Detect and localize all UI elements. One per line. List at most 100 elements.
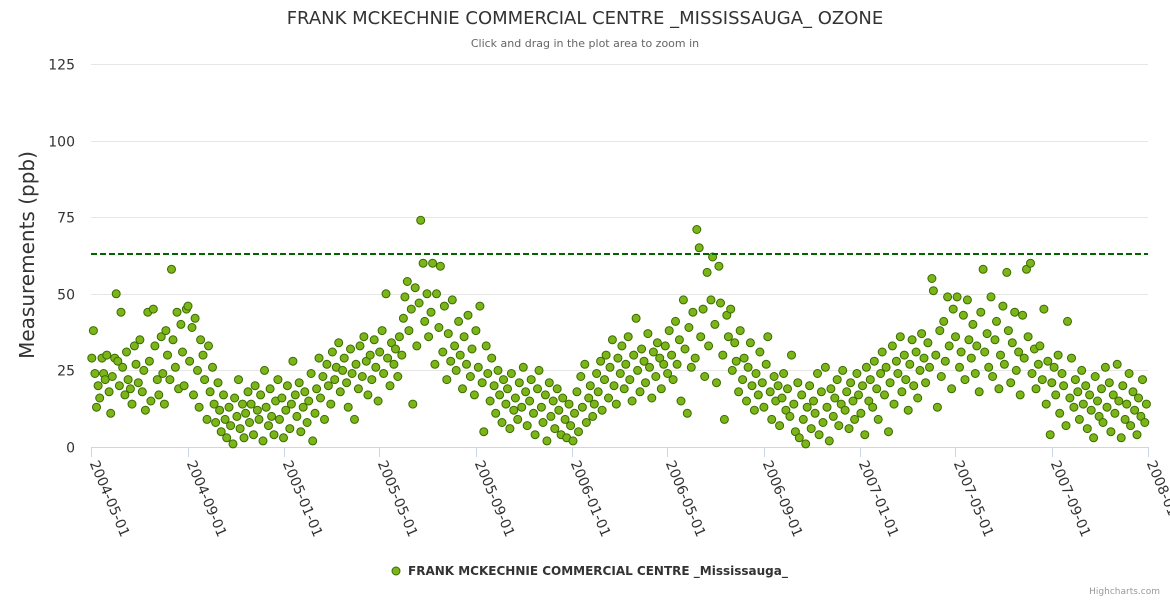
data-point[interactable] [698,304,708,314]
data-point[interactable] [889,399,899,409]
data-point[interactable] [696,332,706,342]
data-point[interactable] [389,359,399,369]
data-point[interactable] [497,418,507,427]
data-point[interactable] [179,381,189,391]
credits-link[interactable]: Highcharts.com [1089,587,1160,597]
data-point[interactable] [663,369,673,378]
data-point[interactable] [682,408,692,418]
data-point[interactable] [536,402,546,412]
data-point[interactable] [684,323,694,332]
data-point[interactable] [574,427,583,437]
data-point[interactable] [1074,414,1084,424]
data-point[interactable] [1073,387,1083,397]
data-point[interactable] [767,414,777,424]
data-point[interactable] [367,375,377,385]
legend-series-label[interactable]: FRANK MCKECHNIE COMMERCIAL CENTRE _Missi… [408,564,788,579]
data-point[interactable] [312,384,322,394]
data-point[interactable] [522,421,532,431]
data-point[interactable] [769,372,779,381]
data-point[interactable] [473,362,483,372]
data-point[interactable] [1057,369,1067,378]
data-point[interactable] [202,414,212,424]
data-point[interactable] [258,436,268,446]
data-point[interactable] [286,399,296,409]
data-point[interactable] [357,372,367,381]
data-point[interactable] [787,350,796,360]
data-point[interactable] [165,375,175,385]
data-point[interactable] [619,384,629,394]
data-point[interactable] [659,359,669,369]
data-point[interactable] [146,396,156,406]
data-point[interactable] [643,329,653,339]
data-point[interactable] [451,365,461,375]
data-point[interactable] [734,387,744,397]
data-point[interactable] [122,347,131,357]
data-point[interactable] [534,365,544,375]
data-point[interactable] [1041,399,1051,409]
data-point[interactable] [485,396,495,406]
data-point[interactable] [564,399,574,409]
data-point[interactable] [442,375,452,385]
data-point[interactable] [443,329,453,339]
data-point[interactable] [761,359,771,369]
data-point[interactable] [738,375,748,385]
data-point[interactable] [895,332,905,342]
data-point[interactable] [159,399,169,409]
data-point[interactable] [394,332,404,342]
data-point[interactable] [462,359,471,369]
data-point[interactable] [499,375,508,385]
data-point[interactable] [135,335,145,345]
data-point[interactable] [548,396,558,406]
data-point[interactable] [1106,427,1116,437]
data-point[interactable] [196,335,206,345]
data-point[interactable] [1102,402,1112,412]
data-point[interactable] [1122,399,1132,409]
data-point[interactable] [877,347,887,357]
data-point[interactable] [798,414,808,424]
data-point[interactable] [607,335,617,345]
data-point[interactable] [355,341,365,351]
data-point[interactable] [525,396,535,406]
data-point[interactable] [858,381,867,391]
data-point[interactable] [686,362,696,372]
data-point[interactable] [1055,408,1065,418]
data-point[interactable] [406,304,416,314]
data-point[interactable] [674,335,684,345]
data-point[interactable] [432,289,441,299]
data-point[interactable] [731,356,741,366]
data-point[interactable] [617,341,627,351]
data-point[interactable] [107,372,117,381]
data-point[interactable] [264,421,273,431]
data-point[interactable] [775,421,785,431]
data-point[interactable] [265,384,275,394]
data-point[interactable] [1098,418,1108,427]
data-point[interactable] [123,375,133,385]
data-point[interactable] [951,332,960,342]
data-point[interactable] [832,375,842,385]
data-point[interactable] [211,418,221,427]
data-point[interactable] [373,396,383,406]
data-point[interactable] [469,390,479,400]
data-point[interactable] [152,375,162,385]
data-point[interactable] [477,378,487,388]
data-point[interactable] [129,341,139,351]
data-point[interactable] [809,396,818,406]
data-point[interactable] [517,402,527,412]
data-point[interactable] [932,402,942,412]
data-point[interactable] [1037,375,1047,385]
data-point[interactable] [426,307,436,317]
data-point[interactable] [816,387,826,397]
data-point[interactable] [765,387,775,397]
data-point[interactable] [383,353,393,363]
data-point[interactable] [454,316,464,326]
data-point[interactable] [834,421,844,431]
data-point[interactable] [712,378,721,388]
data-point[interactable] [326,399,336,409]
data-point[interactable] [928,286,938,296]
data-point[interactable] [224,402,234,412]
data-point[interactable] [381,289,391,299]
data-point[interactable] [856,408,866,418]
data-point[interactable] [347,369,357,378]
data-point[interactable] [458,384,467,394]
data-point[interactable] [127,399,137,409]
